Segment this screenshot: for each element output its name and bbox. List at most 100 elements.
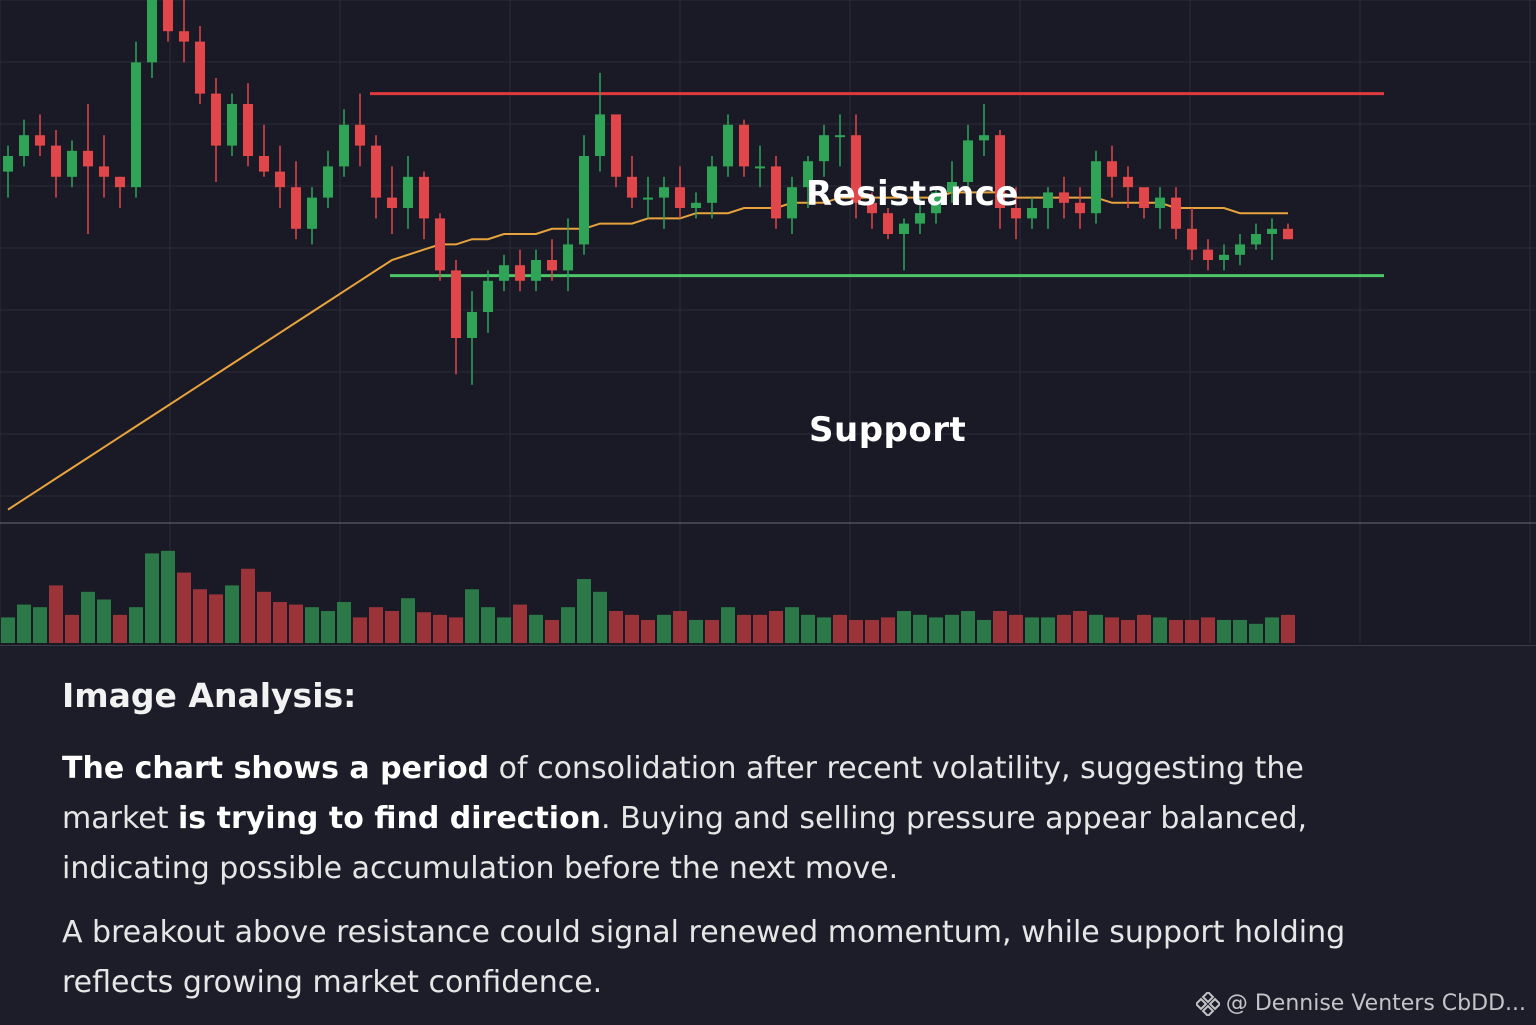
volume-bar — [1185, 619, 1199, 643]
candle-body — [483, 280, 493, 312]
candle-body — [67, 150, 77, 177]
volume-bar — [1153, 617, 1167, 643]
volume-bar — [881, 617, 895, 643]
volume-bar — [273, 602, 287, 643]
volume-bar — [433, 614, 447, 643]
volume-bar — [1201, 617, 1215, 643]
candle-body — [675, 187, 685, 208]
volume-bar — [81, 591, 95, 643]
volume-bar — [305, 607, 319, 643]
volume-bar — [1, 617, 15, 643]
candle-body — [1059, 192, 1069, 203]
volume-bar — [977, 619, 991, 643]
candle-body — [83, 150, 93, 167]
candle-body — [579, 156, 589, 245]
candle-body — [371, 145, 381, 198]
volume-bar — [65, 614, 79, 643]
candle-body — [35, 135, 45, 146]
analysis-panel: Image Analysis: The chart shows a period… — [0, 645, 1536, 1025]
support-label: Support — [809, 410, 967, 450]
volume-bar — [945, 614, 959, 643]
candle-body — [1155, 197, 1165, 208]
volume-bar — [577, 579, 591, 643]
candle-body — [259, 156, 269, 172]
volume-bar — [1057, 614, 1071, 643]
volume-bar — [609, 611, 623, 643]
candle-body — [691, 202, 701, 208]
volume-bar — [353, 617, 367, 643]
volume-bar — [801, 614, 815, 643]
candle-body — [323, 166, 333, 198]
candle-body — [947, 182, 957, 193]
volume-bar — [321, 611, 335, 643]
bold-text: The chart shows a — [62, 751, 381, 786]
candle-body — [1203, 249, 1213, 260]
volume-bar — [97, 599, 111, 643]
moving-average-line — [7, 191, 1288, 511]
candle-body — [659, 187, 669, 198]
candle-body — [627, 176, 637, 198]
candle-body — [563, 244, 573, 271]
candle-body — [339, 124, 349, 167]
volume-bar — [465, 589, 479, 643]
volume-bar — [865, 619, 879, 643]
binance-icon — [1195, 991, 1220, 1016]
candle-body — [771, 166, 781, 219]
volume-bar — [49, 585, 63, 643]
candle-body — [131, 62, 141, 188]
candle-body — [515, 265, 525, 281]
body-text: . Buying and selling pressure appear bal… — [62, 801, 1308, 886]
candle-body — [307, 197, 317, 229]
volume-bar — [753, 614, 767, 643]
candle-body — [787, 187, 797, 219]
candle-body — [547, 260, 557, 271]
candle-body — [195, 41, 205, 94]
volume-bar — [817, 617, 831, 643]
bold-text: find direction — [374, 801, 602, 836]
volume-bar — [929, 617, 943, 643]
candle-body — [611, 114, 621, 177]
candle-body — [1043, 192, 1053, 208]
candle-body — [1235, 244, 1245, 255]
volume-bar — [145, 553, 159, 643]
volume-bar — [673, 611, 687, 643]
volume-bar — [1041, 617, 1055, 643]
analysis-paragraph-2: A breakout above resistance could signal… — [62, 915, 1346, 1000]
bold-text: is trying to — [178, 801, 375, 836]
candle-body — [291, 187, 301, 229]
candle-body — [1187, 228, 1197, 250]
candle-body — [179, 31, 189, 42]
candle-body — [99, 166, 109, 177]
candle-body — [723, 124, 733, 167]
volume-bar — [1233, 619, 1247, 643]
volume-bar — [369, 607, 383, 643]
candle-body — [51, 145, 61, 177]
candle-body — [995, 135, 1005, 208]
candle-body — [883, 213, 893, 234]
candle-body — [467, 312, 477, 338]
volume-bar — [625, 614, 639, 643]
candle-body — [403, 176, 413, 208]
candle-body — [819, 135, 829, 162]
candle-body — [963, 140, 973, 182]
candle-body — [19, 135, 29, 156]
candle-body — [1091, 161, 1101, 214]
volume-bar — [33, 607, 47, 643]
candlestick-chart — [0, 0, 1536, 643]
candle-body — [147, 0, 157, 63]
volume-bar — [785, 607, 799, 643]
volume-bar — [193, 589, 207, 643]
volume-bar — [1281, 614, 1295, 643]
volume-bar — [129, 607, 143, 643]
candle-body — [931, 192, 941, 214]
candle-body — [595, 114, 605, 156]
candle-body — [1027, 208, 1037, 219]
candle-body — [915, 213, 925, 224]
volume-bar — [481, 607, 495, 643]
candle-body — [531, 260, 541, 281]
volume-bar — [1073, 611, 1087, 643]
candle-body — [1075, 202, 1085, 214]
volume-bar — [289, 604, 303, 643]
volume-bar — [385, 611, 399, 643]
candle-body — [899, 223, 909, 234]
